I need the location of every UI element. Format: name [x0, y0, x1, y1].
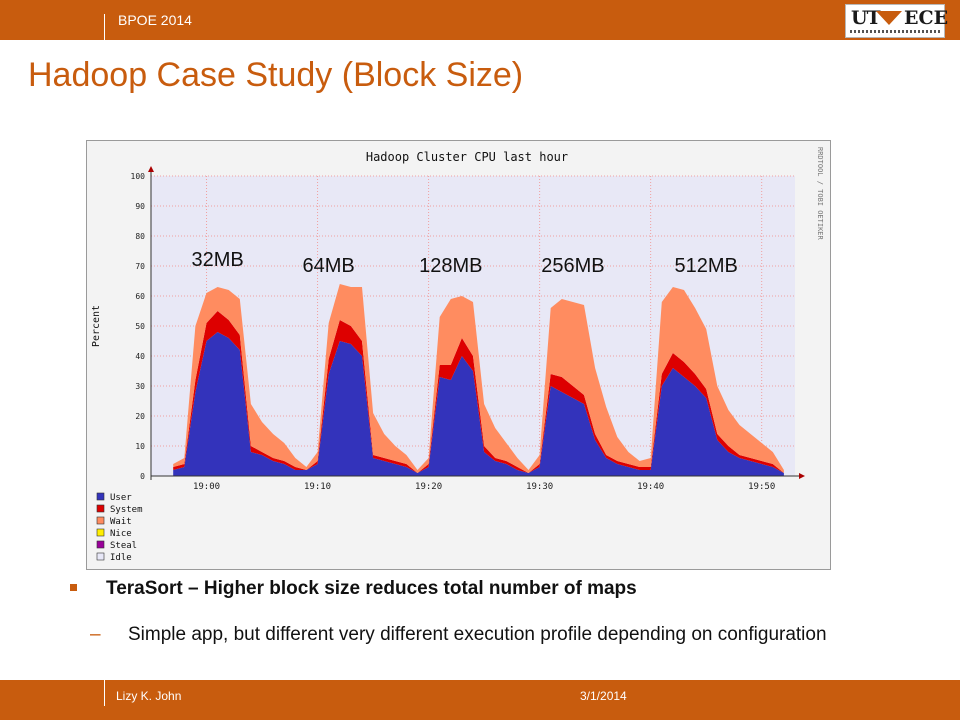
block-size-annotation: 256MB	[541, 255, 604, 277]
legend-label: Nice	[110, 529, 132, 539]
logo-ut-text: UT	[851, 7, 881, 29]
legend-swatch	[96, 492, 105, 501]
legend-label: Wait	[110, 517, 132, 527]
footer-divider	[104, 680, 105, 706]
main-bullet-text: TeraSort – Higher block size reduces tot…	[106, 578, 637, 599]
logo-subtext	[850, 30, 942, 33]
cpu-chart: 0 10 20 30 40 50 60 70 80 90 100 19:00 19:10 19:20 19:…	[86, 140, 831, 570]
block-size-annotation: 128MB	[419, 255, 482, 277]
legend-swatch	[96, 504, 105, 513]
legend-label: Idle	[110, 553, 132, 563]
banner-divider	[104, 14, 105, 40]
y-axis-arrow-icon	[148, 166, 154, 172]
sub-bullet-text: Simple app, but different very different…	[128, 624, 827, 645]
x-axis-arrow-icon	[799, 473, 805, 479]
y-tick-label: 50	[135, 322, 145, 331]
y-tick-label: 70	[135, 262, 145, 271]
legend-label: User	[110, 493, 132, 503]
sub-bullet-dash-icon: –	[90, 624, 101, 645]
y-tick-label: 40	[135, 352, 145, 361]
conference-label: BPOE 2014	[118, 12, 192, 28]
legend-swatch	[96, 516, 105, 525]
y-axis-label: Percent	[91, 305, 102, 347]
y-tick-label: 30	[135, 382, 145, 391]
x-tick-label: 19:30	[526, 482, 553, 492]
y-tick-label: 0	[140, 472, 145, 481]
x-tick-label: 19:00	[193, 482, 220, 492]
legend-swatch	[96, 540, 105, 549]
y-tick-label: 10	[135, 442, 145, 451]
y-tick-label: 90	[135, 202, 145, 211]
x-tick-label: 19:10	[304, 482, 331, 492]
top-banner: BPOE 2014 UT ECE	[0, 0, 960, 40]
rrdtool-watermark: RRDTOOL / TOBI OETIKER	[816, 147, 824, 241]
block-size-annotation: 64MB	[303, 255, 355, 277]
bottom-banner: Lizy K. John 3/1/2014	[0, 680, 960, 720]
legend-label: System	[110, 505, 143, 515]
footer-date: 3/1/2014	[580, 689, 627, 703]
logo-ece-text: ECE	[904, 7, 949, 29]
y-tick-label: 60	[135, 292, 145, 301]
series-wait-area	[173, 284, 784, 473]
block-size-annotation: 512MB	[674, 255, 737, 277]
legend-label: Steal	[110, 541, 137, 551]
block-size-annotation: 32MB	[191, 249, 243, 271]
bullet-square-icon	[70, 584, 77, 591]
chart-title: Hadoop Cluster CPU last hour	[366, 150, 568, 164]
x-tick-label: 19:50	[748, 482, 775, 492]
cpu-chart-svg: 0 10 20 30 40 50 60 70 80 90 100 19:00 19:10 19:20 19:…	[91, 147, 824, 563]
y-tick-label: 20	[135, 412, 145, 421]
y-tick-label: 80	[135, 232, 145, 241]
footer-author: Lizy K. John	[116, 689, 182, 703]
x-tick-label: 19:20	[415, 482, 442, 492]
slide-title: Hadoop Case Study (Block Size)	[28, 56, 524, 94]
x-tick-label: 19:40	[637, 482, 664, 492]
y-tick-label: 100	[131, 172, 146, 181]
series-user-area	[173, 332, 784, 476]
legend-swatch	[96, 528, 105, 537]
legend-swatch	[96, 552, 105, 561]
ut-ece-logo: UT ECE	[845, 4, 949, 38]
